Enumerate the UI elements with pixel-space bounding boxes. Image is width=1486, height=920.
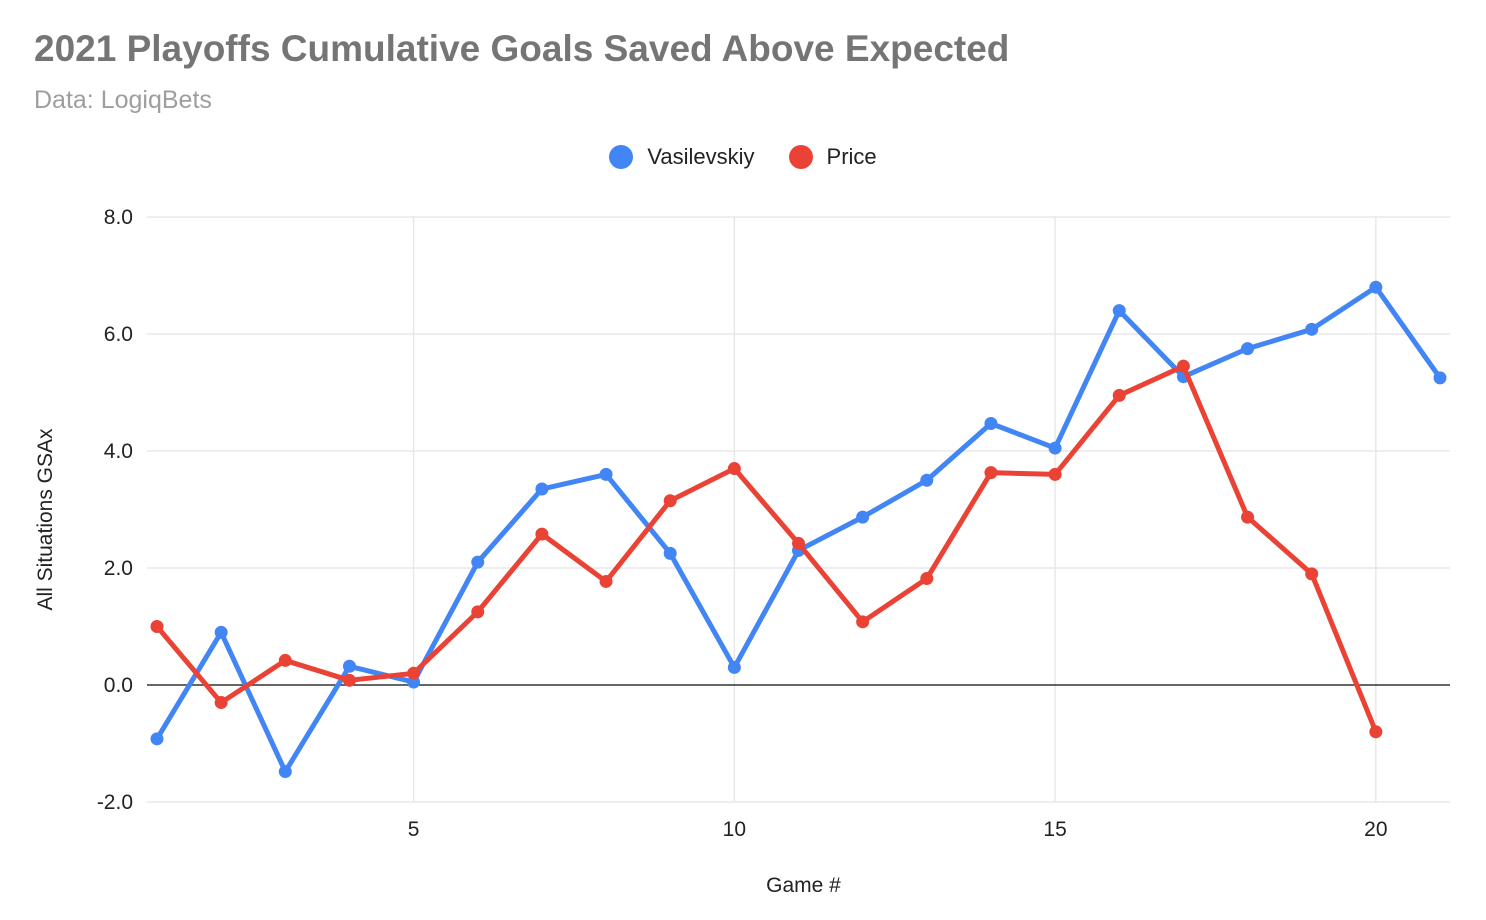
data-point-vasilevskiy[interactable] [727,660,741,674]
data-point-price[interactable] [663,494,677,508]
data-point-vasilevskiy[interactable] [599,467,613,481]
data-point-price[interactable] [471,605,485,619]
x-tick-labels: 5 10 15 20 [408,818,1388,841]
data-point-vasilevskiy[interactable] [471,555,485,569]
legend: Vasilevskiy Price [0,144,1486,170]
data-point-vasilevskiy[interactable] [663,546,677,560]
data-point-vasilevskiy[interactable] [984,417,998,431]
data-point-price[interactable] [856,615,870,629]
data-point-price[interactable] [984,466,998,480]
data-point-price[interactable] [278,653,292,667]
chart-subtitle: Data: LogiqBets [34,86,212,114]
series-line-price [154,363,1379,735]
data-point-price[interactable] [1305,567,1319,581]
data-point-price[interactable] [535,527,549,541]
x-tick-label: 5 [408,818,420,841]
data-point-price[interactable] [407,666,421,680]
data-point-price[interactable] [792,536,805,550]
data-point-price[interactable] [727,462,741,476]
y-tick-label: 2.0 [104,557,133,580]
data-point-price[interactable] [599,574,613,588]
y-tick-label: 8.0 [104,206,133,229]
data-point-price[interactable] [1176,359,1190,373]
series-vasilevskiy [150,280,1447,779]
data-point-vasilevskiy[interactable] [856,510,870,524]
x-tick-label: 20 [1364,818,1387,841]
data-point-vasilevskiy[interactable] [1369,280,1383,294]
x-tick-label: 10 [723,818,746,841]
y-tick-label: 0.0 [104,674,133,697]
data-point-price[interactable] [1048,467,1062,481]
data-point-price[interactable] [1241,510,1255,524]
data-point-vasilevskiy[interactable] [920,473,934,487]
y-tick-label: -2.0 [97,791,133,814]
data-point-vasilevskiy[interactable] [1241,342,1255,356]
series-group [150,280,1447,779]
x-axis-title: Game # [766,874,841,897]
data-point-vasilevskiy[interactable] [1048,441,1062,455]
data-point-vasilevskiy[interactable] [278,765,292,779]
data-point-price[interactable] [150,620,164,633]
data-point-vasilevskiy[interactable] [214,625,228,639]
data-point-vasilevskiy[interactable] [1112,304,1126,318]
chart-title: 2021 Playoffs Cumulative Goals Saved Abo… [34,28,1010,69]
data-point-vasilevskiy[interactable] [1433,371,1447,385]
data-point-price[interactable] [214,696,228,710]
data-point-vasilevskiy[interactable] [1305,322,1319,336]
data-point-vasilevskiy[interactable] [342,659,356,673]
series-price [150,359,1383,739]
y-tick-label: 6.0 [104,323,133,346]
legend-dot-vasilevskiy [609,145,634,169]
data-point-vasilevskiy[interactable] [535,482,549,496]
data-point-price[interactable] [1369,725,1383,739]
grid-lines [147,216,1450,803]
legend-dot-price [788,145,813,169]
data-point-price[interactable] [920,572,934,586]
legend-label-vasilevskiy: Vasilevskiy [647,144,755,169]
y-tick-labels: -2.0 0.0 2.0 4.0 6.0 8.0 [97,206,133,814]
legend-label-price: Price [826,144,877,169]
series-line-vasilevskiy [154,284,1443,775]
data-point-price[interactable] [1112,388,1126,402]
y-tick-label: 4.0 [104,440,133,463]
data-point-vasilevskiy[interactable] [150,732,164,746]
legend-item-vasilevskiy[interactable]: Vasilevskiy [609,144,755,170]
x-tick-label: 15 [1043,818,1066,841]
y-axis-title: All Situations GSAx [34,428,57,611]
legend-item-price[interactable]: Price [788,144,877,170]
data-point-price[interactable] [342,673,356,687]
